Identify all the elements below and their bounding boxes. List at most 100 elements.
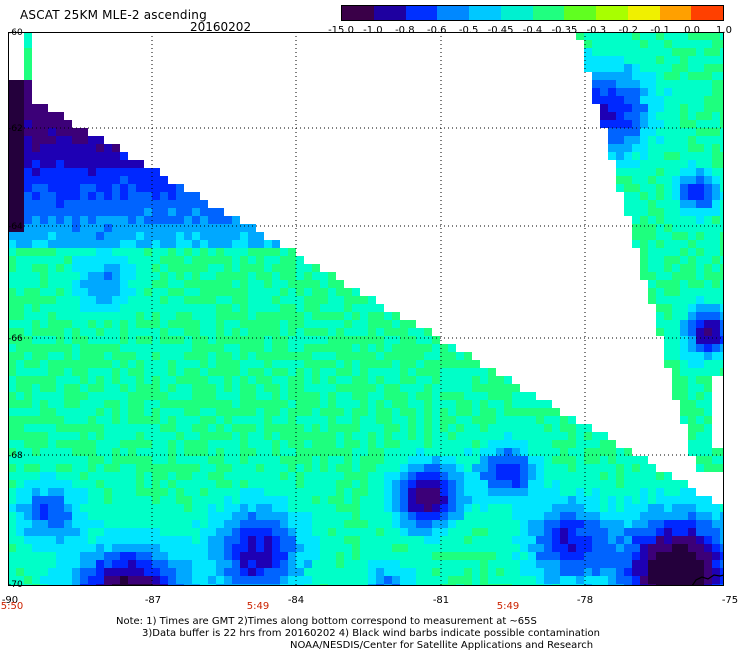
data-cell bbox=[712, 328, 720, 336]
data-cell bbox=[368, 304, 376, 312]
data-cell bbox=[672, 480, 680, 488]
data-cell bbox=[680, 488, 688, 496]
data-cell bbox=[120, 192, 128, 200]
data-cell bbox=[656, 312, 664, 320]
data-cell bbox=[136, 416, 144, 424]
data-cell bbox=[592, 432, 600, 440]
data-cell bbox=[16, 544, 24, 552]
data-cell bbox=[416, 384, 424, 392]
data-cell bbox=[656, 112, 664, 120]
data-cell bbox=[128, 504, 136, 512]
data-cell bbox=[128, 496, 136, 504]
data-cell bbox=[712, 104, 720, 112]
data-cell bbox=[80, 136, 88, 144]
data-cell bbox=[720, 280, 724, 288]
data-cell bbox=[456, 408, 464, 416]
data-cell bbox=[432, 344, 440, 352]
data-cell bbox=[720, 528, 724, 536]
data-cell bbox=[384, 320, 392, 328]
data-cell bbox=[72, 424, 80, 432]
data-cell bbox=[152, 240, 160, 248]
data-cell bbox=[144, 192, 152, 200]
data-cell bbox=[272, 400, 280, 408]
data-cell bbox=[696, 520, 704, 528]
data-cell bbox=[152, 520, 160, 528]
data-cell bbox=[480, 456, 488, 464]
data-cell bbox=[344, 296, 352, 304]
data-cell bbox=[296, 352, 304, 360]
data-cell bbox=[424, 472, 432, 480]
data-cell bbox=[40, 472, 48, 480]
data-cell bbox=[24, 384, 32, 392]
data-cell bbox=[32, 120, 40, 128]
data-cell bbox=[200, 320, 208, 328]
data-cell bbox=[56, 520, 64, 528]
data-cell bbox=[136, 320, 144, 328]
data-cell bbox=[264, 424, 272, 432]
data-cell bbox=[96, 160, 104, 168]
data-cell bbox=[144, 208, 152, 216]
data-cell bbox=[144, 264, 152, 272]
data-cell bbox=[192, 352, 200, 360]
data-cell bbox=[160, 344, 168, 352]
data-cell bbox=[624, 544, 632, 552]
data-cell bbox=[80, 288, 88, 296]
data-cell bbox=[104, 472, 112, 480]
data-cell bbox=[16, 96, 24, 104]
data-cell bbox=[584, 552, 592, 560]
data-cell bbox=[56, 512, 64, 520]
data-cell bbox=[680, 32, 688, 40]
data-cell bbox=[112, 352, 120, 360]
data-cell bbox=[616, 72, 624, 80]
data-cell bbox=[584, 520, 592, 528]
data-cell bbox=[360, 552, 368, 560]
data-cell bbox=[104, 224, 112, 232]
data-cell bbox=[512, 536, 520, 544]
data-cell bbox=[440, 456, 448, 464]
data-cell bbox=[64, 392, 72, 400]
data-cell bbox=[264, 400, 272, 408]
data-cell bbox=[664, 168, 672, 176]
data-cell bbox=[672, 152, 680, 160]
data-cell bbox=[32, 288, 40, 296]
data-cell bbox=[368, 384, 376, 392]
data-cell bbox=[128, 456, 136, 464]
data-cell bbox=[104, 208, 112, 216]
data-cell bbox=[176, 464, 184, 472]
data-cell bbox=[96, 560, 104, 568]
colorbar-tick-label: -15.0 bbox=[328, 25, 354, 36]
data-cell bbox=[64, 424, 72, 432]
data-cell bbox=[56, 200, 64, 208]
data-cell bbox=[688, 80, 696, 88]
data-cell bbox=[320, 400, 328, 408]
data-cell bbox=[144, 536, 152, 544]
data-cell bbox=[608, 144, 616, 152]
data-cell bbox=[368, 456, 376, 464]
data-cell bbox=[192, 488, 200, 496]
data-cell bbox=[48, 264, 56, 272]
data-cell bbox=[216, 456, 224, 464]
data-cell bbox=[456, 488, 464, 496]
data-cell bbox=[144, 408, 152, 416]
data-cell bbox=[40, 160, 48, 168]
data-cell bbox=[136, 208, 144, 216]
data-cell bbox=[688, 504, 696, 512]
colorbar-tick-label: -0.5 bbox=[458, 25, 479, 36]
data-cell bbox=[664, 56, 672, 64]
data-cell bbox=[528, 512, 536, 520]
data-cell bbox=[664, 144, 672, 152]
data-cell bbox=[688, 280, 696, 288]
data-cell bbox=[384, 376, 392, 384]
data-cell bbox=[376, 560, 384, 568]
data-cell bbox=[96, 144, 104, 152]
data-cell bbox=[704, 128, 712, 136]
data-cell bbox=[8, 144, 16, 152]
data-cell bbox=[40, 496, 48, 504]
data-cell bbox=[168, 200, 176, 208]
data-cell bbox=[624, 72, 632, 80]
data-cell bbox=[368, 496, 376, 504]
data-cell bbox=[384, 392, 392, 400]
data-cell bbox=[216, 544, 224, 552]
data-cell bbox=[488, 472, 496, 480]
data-cell bbox=[456, 504, 464, 512]
